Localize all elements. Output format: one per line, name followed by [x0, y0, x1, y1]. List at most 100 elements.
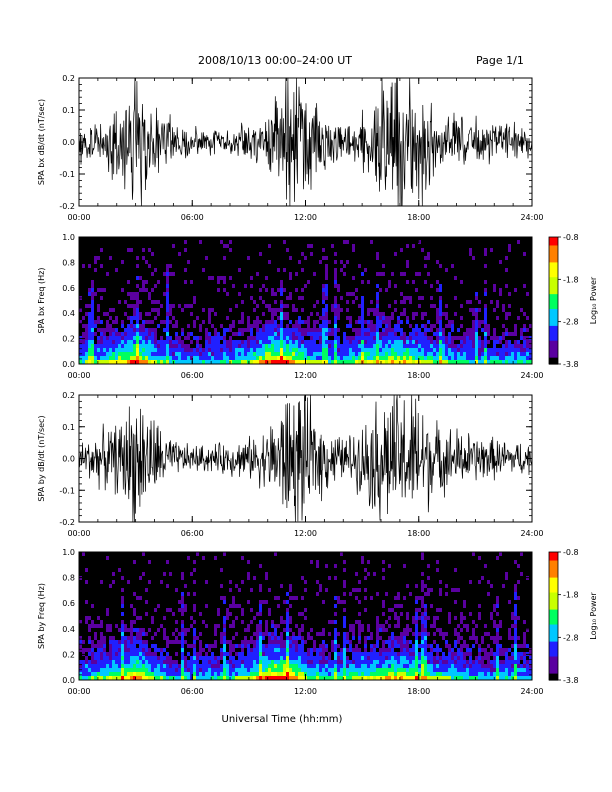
spectrogram-cell: [493, 672, 496, 676]
spectrogram-cell: [247, 672, 250, 676]
spectrogram-cell: [412, 668, 415, 672]
spectrogram-cell: [421, 668, 424, 672]
spectrogram-cell: [247, 256, 250, 260]
spectrogram-cell: [187, 324, 190, 328]
spectrogram-cell: [487, 592, 490, 596]
colorbar-swatch: [549, 673, 558, 677]
by-dbdt-trace: [78, 394, 533, 523]
spectrogram-cell: [265, 356, 268, 360]
spectrogram-cell: [199, 648, 202, 652]
spectrogram-cell: [319, 652, 322, 656]
spectrogram-cell: [367, 624, 370, 628]
spectrogram-cell: [340, 344, 343, 348]
spectrogram-cell: [226, 672, 229, 676]
x-tick-label: 06:00: [181, 687, 204, 696]
spectrogram-cell: [229, 348, 232, 352]
spectrogram-cell: [421, 356, 424, 360]
spectrogram-cell: [367, 344, 370, 348]
spectrogram-cell: [184, 268, 187, 272]
spectrogram-cell: [286, 616, 289, 620]
spectrogram-cell: [124, 660, 127, 664]
spectrogram-cell: [505, 660, 508, 664]
spectrogram-cell: [496, 304, 499, 308]
spectrogram-cell: [307, 352, 310, 356]
spectrogram-cell: [328, 328, 331, 332]
spectrogram-cell: [493, 636, 496, 640]
colorbar-swatch: [549, 620, 558, 623]
spectrogram-cell: [337, 344, 340, 348]
spectrogram-cell: [229, 664, 232, 668]
spectrogram-cell: [163, 648, 166, 652]
spectrogram-cell: [325, 360, 328, 364]
spectrogram-cell: [226, 348, 229, 352]
spectrogram-cell: [469, 252, 472, 256]
spectrogram-cell: [289, 652, 292, 656]
spectrogram-cell: [223, 348, 226, 352]
spectrogram-cell: [256, 660, 259, 664]
spectrogram-cell: [82, 316, 85, 320]
spectrogram-cell: [151, 332, 154, 336]
spectrogram-cell: [181, 628, 184, 632]
spectrogram-cell: [367, 676, 370, 680]
spectrogram-cell: [307, 340, 310, 344]
spectrogram-cell: [184, 348, 187, 352]
spectrogram-cell: [271, 620, 274, 624]
spectrogram-cell: [487, 352, 490, 356]
spectrogram-cell: [103, 664, 106, 668]
spectrogram-cell: [505, 268, 508, 272]
spectrogram-cell: [190, 348, 193, 352]
spectrogram-cell: [394, 636, 397, 640]
spectrogram-cell: [343, 616, 346, 620]
spectrogram-cell: [271, 360, 274, 364]
spectrogram-cell: [361, 652, 364, 656]
spectrogram-cell: [340, 260, 343, 264]
spectrogram-cell: [391, 672, 394, 676]
spectrogram-cell: [79, 340, 82, 344]
spectrogram-cell: [241, 664, 244, 668]
spectrogram-cell: [361, 656, 364, 660]
spectrogram-cell: [418, 672, 421, 676]
spectrogram-cell: [79, 344, 82, 348]
spectrogram-cell: [121, 624, 124, 628]
colorbar-tick-label: -2.8: [563, 633, 579, 642]
colorbar-swatch: [549, 251, 558, 255]
spectrogram-cell: [361, 672, 364, 676]
spectrogram-cell: [424, 336, 427, 340]
spectrogram-cell: [220, 568, 223, 572]
spectrogram-cell: [472, 632, 475, 636]
spectrogram-cell: [181, 660, 184, 664]
spectrogram-cell: [130, 628, 133, 632]
spectrogram-cell: [229, 360, 232, 364]
spectrogram-cell: [454, 652, 457, 656]
spectrogram-cell: [424, 608, 427, 612]
spectrogram-cell: [412, 340, 415, 344]
spectrogram-cell: [361, 316, 364, 320]
spectrogram-cell: [283, 664, 286, 668]
spectrogram-cell: [337, 308, 340, 312]
spectrogram-cell: [271, 656, 274, 660]
spectrogram-cell: [334, 668, 337, 672]
spectrogram-cell: [247, 560, 250, 564]
spectrogram-cell: [277, 664, 280, 668]
spectrogram-cell: [88, 320, 91, 324]
spectrogram-cell: [373, 336, 376, 340]
spectrogram-cell: [421, 640, 424, 644]
spectrogram-cell: [472, 336, 475, 340]
spectrogram-cell: [370, 336, 373, 340]
spectrogram-cell: [322, 600, 325, 604]
spectrogram-cell: [253, 656, 256, 660]
spectrogram-cell: [145, 288, 148, 292]
spectrogram-cell: [280, 280, 283, 284]
spectrogram-cell: [400, 336, 403, 340]
spectrogram-cell: [334, 652, 337, 656]
spectrogram-cell: [499, 340, 502, 344]
spectrogram-cell: [400, 612, 403, 616]
bx-dbdt-trace: [78, 77, 533, 207]
spectrogram-cell: [520, 664, 523, 668]
spectrogram-cell: [181, 344, 184, 348]
spectrogram-cell: [226, 328, 229, 332]
spectrogram-cell: [445, 592, 448, 596]
x-tick-label: 24:00: [520, 213, 543, 222]
spectrogram-cell: [430, 668, 433, 672]
spectrogram-cell: [157, 324, 160, 328]
